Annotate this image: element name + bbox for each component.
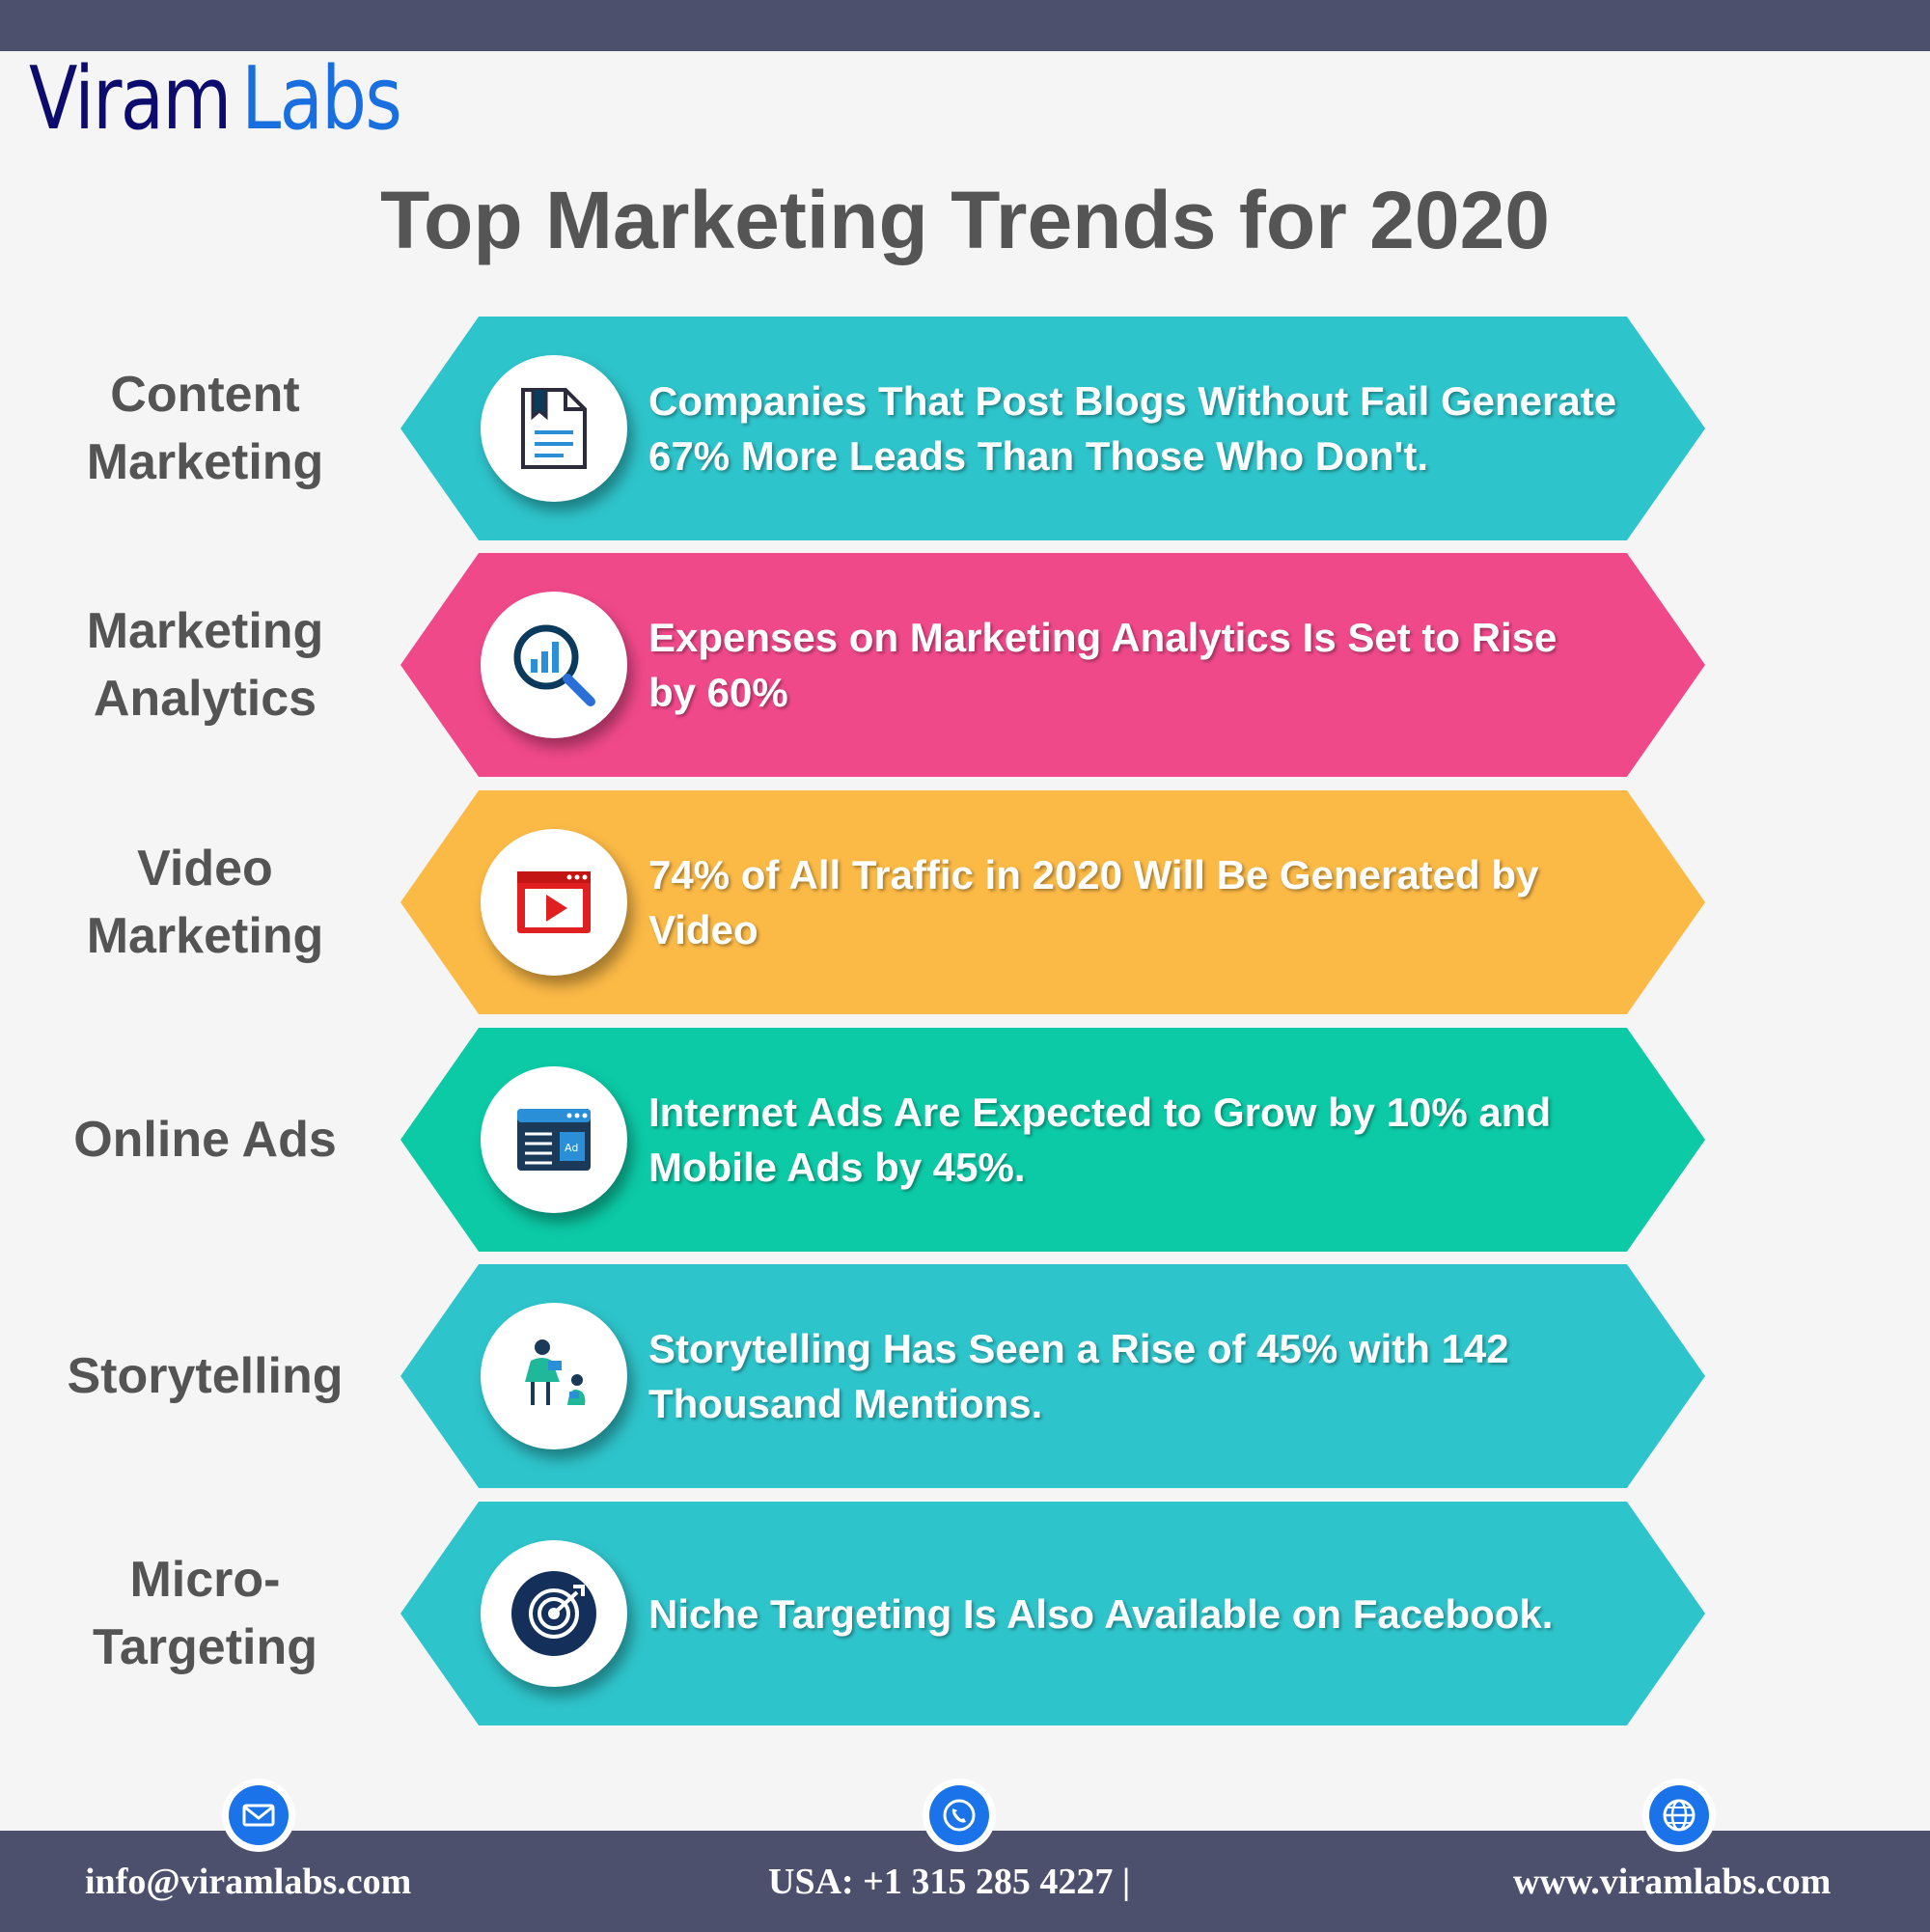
trend-text: Internet Ads Are Expected to Grow by 10%… xyxy=(648,1090,1552,1190)
trend-row-storytelling: Storytelling Storytelling Has Seen a Ris… xyxy=(0,1264,1930,1488)
video-play-icon xyxy=(481,829,627,976)
analytics-magnifier-icon xyxy=(481,592,627,738)
top-bar xyxy=(0,0,1930,51)
trend-text: Companies That Post Blogs Without Fail G… xyxy=(648,378,1617,479)
trend-row-content-marketing: Content Marketing Companies That Post Bl… xyxy=(0,317,1930,540)
trend-row-micro-targeting: Micro- Targeting Niche Targeting Is Also… xyxy=(0,1502,1930,1725)
svg-text:Ad: Ad xyxy=(565,1142,578,1154)
phone-icon xyxy=(923,1779,996,1852)
document-icon xyxy=(481,355,627,502)
brand-logo-part1: Viram xyxy=(29,48,232,150)
trend-label: Storytelling xyxy=(67,1348,344,1404)
globe-icon xyxy=(1642,1779,1716,1852)
footer-website[interactable]: www.viramlabs.com xyxy=(1513,1862,1832,1902)
trend-row-video-marketing: Video Marketing 74% of All Traffic in 20… xyxy=(0,790,1930,1014)
trend-text: Storytelling Has Seen a Rise of 45% with… xyxy=(648,1326,1509,1426)
trend-row-marketing-analytics: Marketing Analytics Expenses on Marketin… xyxy=(0,553,1930,777)
trend-label: Micro- Targeting xyxy=(92,1552,318,1675)
trend-label: Video Marketing xyxy=(86,841,324,964)
email-icon xyxy=(222,1779,295,1852)
trend-text: Niche Targeting Is Also Available on Fac… xyxy=(648,1590,1554,1637)
trend-label: Content Marketing xyxy=(86,367,324,490)
trend-label: Online Ads xyxy=(73,1112,337,1168)
brand-logo-part2: Labs xyxy=(241,48,402,150)
page-title: Top Marketing Trends for 2020 xyxy=(379,175,1551,265)
ad-window-icon: Ad xyxy=(481,1066,627,1213)
trend-text: 74% of All Traffic in 2020 Will Be Gener… xyxy=(648,852,1539,952)
trend-text: Expenses on Marketing Analytics Is Set t… xyxy=(648,615,1558,715)
trend-row-online-ads: Online Ads Ad Internet Ads Are Expected … xyxy=(0,1028,1930,1252)
target-icon xyxy=(481,1540,627,1687)
footer-phone[interactable]: USA: +1 315 285 4227 | xyxy=(768,1862,1131,1902)
brand-logo: Viram Labs xyxy=(29,53,402,145)
trend-label: Marketing Analytics xyxy=(86,603,324,727)
storyteller-icon xyxy=(481,1303,627,1449)
footer-email[interactable]: info@viramlabs.com xyxy=(85,1862,412,1902)
